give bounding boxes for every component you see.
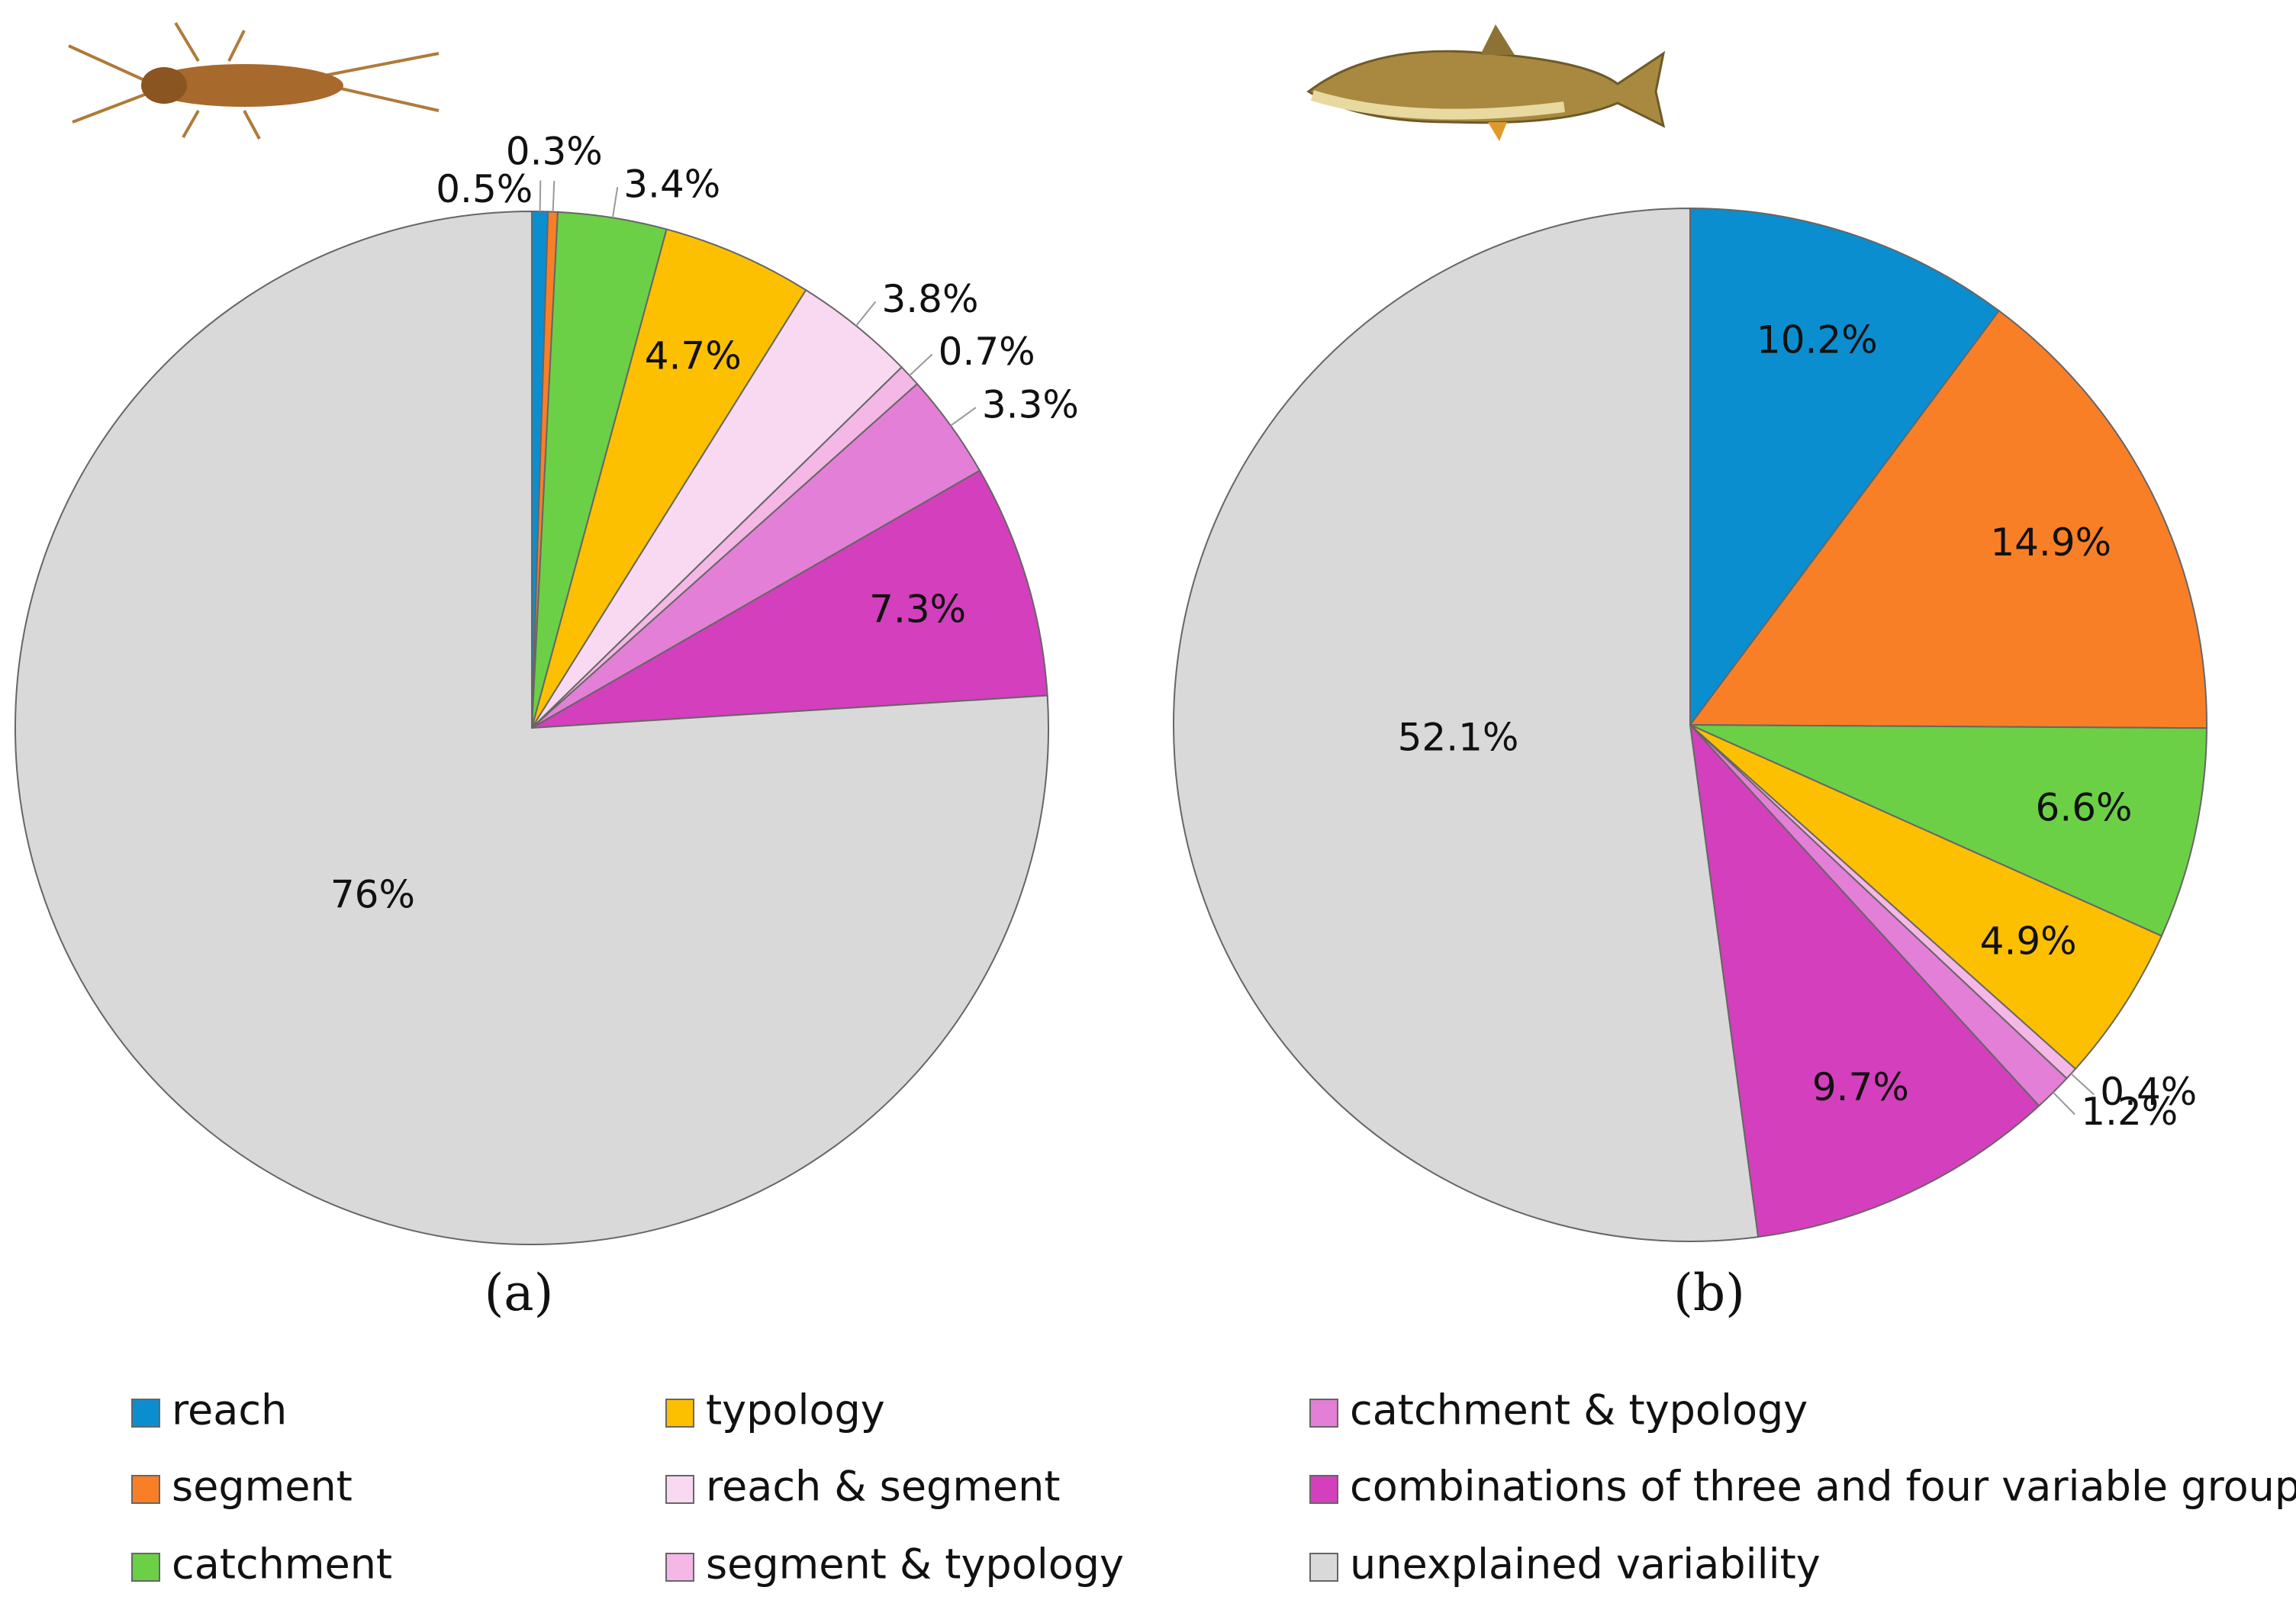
leader-line [909,353,933,376]
data-label: 0.7% [939,330,1035,374]
legend-label: combinations of three and four variable … [1350,1463,2296,1511]
legend-swatch [1309,1553,1338,1582]
legend-label: catchment [172,1541,392,1589]
data-label: 3.3% [982,383,1079,427]
charts: 0.5%0.3% 3.4% 4.7% 3.8% 0.7% 3.3% 7.3% 76% (a) 10… [14,129,2207,1322]
leader-line [2070,1073,2095,1096]
data-label: 6.6% [2036,785,2133,829]
legend: reach segment catchment typology reach & seg… [131,1386,2296,1589]
legend-swatch [131,1475,160,1504]
data-label: 9.7% [1812,1065,1909,1109]
leader-line [2052,1092,2075,1116]
pie-slice [531,228,807,729]
legend-swatch [1309,1399,1338,1428]
data-label: 4.7% [645,334,742,378]
leader-line [611,187,619,218]
legend-swatch [131,1399,160,1428]
data-label: 0.5% [436,167,533,211]
leader-line [552,180,555,212]
pie-slice [1689,722,2040,1238]
legend-label: reach [172,1386,287,1434]
legend-label: segment [172,1463,353,1511]
legend-swatch [665,1399,694,1428]
data-label: 3.8% [881,277,978,321]
pie-slice [14,210,1049,1245]
data-label: 10.2% [1757,317,1878,362]
pie-slice [531,469,1048,729]
leader-line [950,407,977,427]
data-label: 0.4% [2100,1070,2197,1114]
legend-label: unexplained variability [1350,1541,1821,1589]
legend-label: catchment & typology [1350,1386,1808,1434]
pie-slice [1173,207,1760,1242]
data-label: 7.3% [869,587,966,631]
pie-slice [1689,724,2163,1071]
pie-slice [1689,207,2001,728]
pie-slice [1689,309,2207,729]
data-label: 1.2% [2081,1090,2178,1134]
legend-swatch [131,1553,160,1582]
data-label: 14.9% [1990,520,2111,565]
legend-label: reach & segment [706,1463,1061,1511]
insect-illustration [68,21,440,140]
chart-caption: (b) [1673,1264,1745,1322]
data-label: 3.4% [623,163,720,207]
legend-swatch [665,1475,694,1504]
legend-swatch [665,1553,694,1582]
data-label: 4.9% [1980,919,2077,964]
legend-label: segment & typology [706,1541,1124,1589]
data-label: 76% [330,873,415,917]
fish-illustration [1306,24,1666,141]
leader-line [539,180,542,212]
leader-line [855,301,877,327]
legend-label: typology [706,1386,885,1434]
pie-slice [1689,724,2207,937]
legend-swatch [1309,1475,1338,1504]
data-label: 52.1% [1398,716,1519,760]
chart-caption: (a) [485,1264,554,1322]
data-label: 0.3% [506,129,603,173]
